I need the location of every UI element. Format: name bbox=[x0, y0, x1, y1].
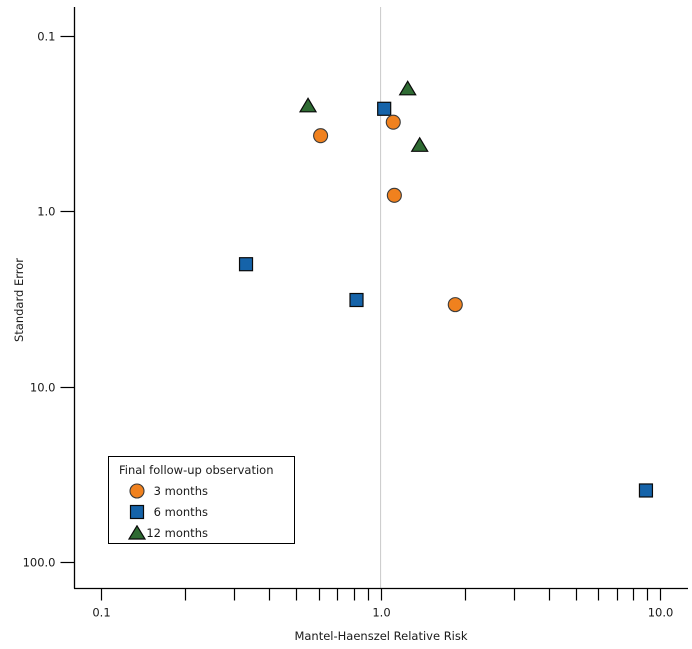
legend-item-label: 6 months bbox=[153, 504, 208, 519]
legend-item: 3 months bbox=[109, 480, 294, 501]
data-point-triangle bbox=[410, 136, 429, 152]
data-point-triangle bbox=[398, 80, 417, 96]
data-point-triangle bbox=[298, 97, 318, 113]
legend-title: Final follow-up observation bbox=[119, 463, 274, 477]
legend-item-label: 12 months bbox=[146, 525, 208, 540]
data-point-circle bbox=[386, 187, 402, 203]
x-tick-label: 0.1 bbox=[92, 606, 110, 620]
data-point-square bbox=[238, 257, 254, 272]
data-point-circle bbox=[385, 114, 401, 130]
square-marker-icon bbox=[129, 504, 145, 519]
legend-item: 12 months bbox=[109, 522, 294, 543]
legend-item: 6 months bbox=[109, 501, 294, 522]
data-point-circle bbox=[447, 297, 463, 313]
y-tick-label: 0.1 bbox=[37, 30, 55, 44]
legend-item-label: 3 months bbox=[153, 483, 208, 498]
x-tick-label: 1.0 bbox=[372, 606, 390, 620]
legend-items: 3 months 6 months 12 months bbox=[109, 480, 294, 543]
y-axis-title: Standard Error bbox=[12, 257, 26, 343]
data-point-square bbox=[349, 292, 364, 308]
x-axis-title: Mantel-Haenszel Relative Risk bbox=[294, 629, 468, 643]
y-tick-label: 1.0 bbox=[37, 205, 55, 219]
legend-box: Final follow-up observation 3 months 6 mo… bbox=[108, 456, 295, 544]
triangle-marker-icon bbox=[128, 524, 146, 540]
data-point-square bbox=[638, 483, 654, 498]
y-tick-label: 10.0 bbox=[30, 381, 56, 395]
x-tick-label: 10.0 bbox=[648, 606, 674, 620]
y-tick-label: 100.0 bbox=[23, 556, 56, 570]
data-point-circle bbox=[313, 128, 329, 144]
circle-marker-icon bbox=[129, 482, 145, 499]
data-point-square bbox=[377, 101, 392, 116]
